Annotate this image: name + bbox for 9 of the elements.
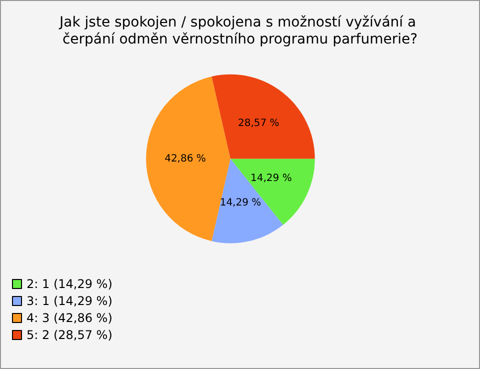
data-label: 42,86 %	[164, 153, 206, 164]
chart-title: Jak jste spokojen / spokojena s možností vyžívání a čerpání odměn věrnostního programu parfumerie?	[58, 14, 421, 48]
legend-label: 2: 1 (14,29 %)	[26, 277, 112, 291]
data-label: 14,29 %	[220, 197, 262, 208]
legend-label: 3: 1 (14,29 %)	[26, 294, 112, 308]
legend-label: 4: 3 (42,86 %)	[26, 311, 112, 325]
legend-label: 5: 2 (28,57 %)	[26, 328, 112, 342]
data-label: 28,57 %	[238, 118, 280, 129]
data-label: 14,29 %	[250, 172, 292, 184]
